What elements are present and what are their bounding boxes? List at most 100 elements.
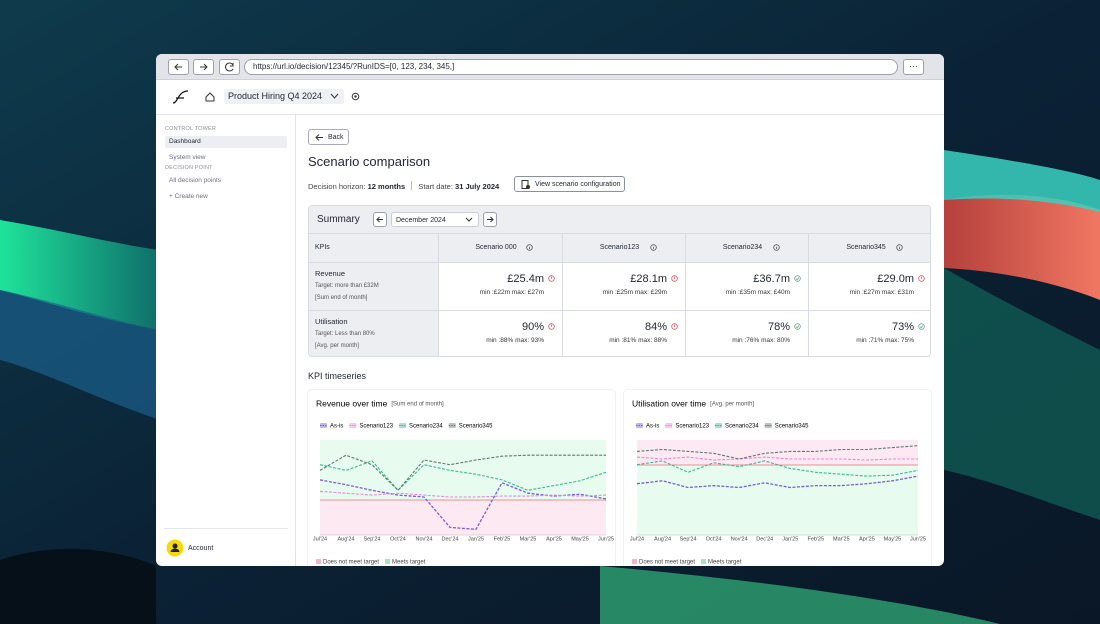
x-tick-label: Dec'24 bbox=[442, 536, 459, 542]
legend-label: Scenario234 bbox=[725, 424, 759, 430]
section-title: CONTROL TOWER bbox=[165, 126, 217, 132]
x-tick-label: Sep'24 bbox=[364, 536, 381, 542]
status-icon bbox=[918, 275, 925, 282]
x-tick-label: Jul'24 bbox=[313, 536, 327, 542]
decision-meta: Decision horizon: 12 months Start date: … bbox=[308, 181, 499, 191]
status-icon bbox=[548, 275, 555, 282]
icon bbox=[376, 216, 383, 223]
icon-ring bbox=[671, 323, 678, 330]
legend-label: Scenario123 bbox=[675, 424, 709, 430]
next-month[interactable] bbox=[483, 212, 497, 227]
kpi-value: 78% bbox=[767, 321, 790, 333]
icon bbox=[487, 216, 494, 223]
start-label: Start date: bbox=[418, 182, 453, 191]
legend-label: Scenario345 bbox=[775, 424, 809, 430]
status-icon bbox=[671, 323, 678, 330]
url-text: https://url.io/decision/12345/?RunIDS=[0… bbox=[253, 62, 455, 71]
chevron bbox=[330, 93, 339, 99]
account-label[interactable]: Account bbox=[188, 545, 214, 552]
nav-item[interactable]: + Create new bbox=[169, 193, 208, 200]
status-icon bbox=[896, 244, 903, 251]
legend-label: Does not meet target bbox=[639, 560, 695, 566]
icon bbox=[225, 62, 234, 72]
x-tick-label: Jul'24 bbox=[630, 536, 644, 542]
status-icon bbox=[671, 275, 678, 282]
x-tick-label: Nov'24 bbox=[416, 536, 433, 542]
summary-title: Summary bbox=[317, 214, 360, 225]
config-button[interactable]: View scenario configuration bbox=[514, 176, 625, 192]
line-chart: Utilisation over time [Avg. per month] Jul… bbox=[630, 398, 926, 566]
project-name: Product Hiring Q4 2024 bbox=[228, 91, 323, 101]
kpi-range: min :£27m max: £31m bbox=[849, 289, 914, 296]
back-nav-button[interactable] bbox=[168, 59, 189, 75]
icon-ring bbox=[671, 275, 678, 282]
x-tick-label: Apr'25 bbox=[546, 536, 562, 542]
project-dropdown[interactable]: Product Hiring Q4 2024 bbox=[224, 89, 344, 104]
x-tick-label: Aug'24 bbox=[338, 536, 355, 542]
kpi-note: [Avg. per month] bbox=[315, 343, 359, 349]
target-region bbox=[320, 440, 606, 500]
series-line bbox=[319, 454, 606, 492]
chart-card: Utilisation over time [Avg. per month] Jul… bbox=[624, 390, 931, 566]
legend-swatch bbox=[316, 559, 321, 564]
icon-glyph bbox=[795, 325, 800, 329]
column-divider bbox=[685, 233, 686, 356]
chart-title: Utilisation over time bbox=[632, 398, 706, 408]
kpi-cell bbox=[309, 310, 438, 356]
legend-label: Meets target bbox=[708, 560, 742, 566]
kpi-range: min :£22m max: £27m bbox=[479, 289, 544, 296]
summary-panel: Summary December 2024 KPIs Scenario 000 Sc… bbox=[308, 205, 931, 357]
status-icon bbox=[794, 323, 801, 330]
x-tick-label: May'25 bbox=[571, 536, 589, 542]
series-line bbox=[636, 445, 919, 460]
chevron bbox=[465, 217, 473, 222]
nav-item[interactable]: System view bbox=[169, 154, 206, 161]
scenario-header: Scenario345 bbox=[846, 244, 886, 251]
main-content: Back Scenario comparison Decision horizo… bbox=[296, 115, 944, 566]
kpi-range: min :71% max: 75% bbox=[856, 337, 914, 344]
settings-icon[interactable] bbox=[351, 92, 360, 101]
home-icon[interactable] bbox=[205, 92, 215, 102]
x-tick-label: Jun'25 bbox=[598, 536, 614, 542]
x-tick-label: Jan'25 bbox=[468, 536, 484, 542]
separator bbox=[411, 181, 413, 190]
icon-glyph bbox=[795, 277, 800, 281]
forward-nav-button[interactable] bbox=[193, 59, 214, 75]
x-tick-label: Feb'25 bbox=[494, 536, 511, 542]
legend-label: Scenario234 bbox=[409, 424, 443, 430]
month-select[interactable]: December 2024 bbox=[391, 212, 479, 227]
nav-item[interactable]: Dashboard bbox=[169, 138, 201, 145]
chart-subtitle: [Avg. per month] bbox=[710, 402, 754, 408]
x-tick-label: Mar'25 bbox=[833, 536, 850, 542]
kpi-target: Target: Less than 80% bbox=[315, 331, 375, 337]
kpi-range: min :81% max: 88% bbox=[609, 337, 667, 344]
status-icon bbox=[548, 323, 555, 330]
kpi-range: min :£25m max: £29m bbox=[602, 289, 667, 296]
legend-swatch bbox=[385, 559, 391, 564]
kpi-value: £29.0m bbox=[877, 273, 914, 285]
browser-window: https://url.io/decision/12345/?RunIDS=[0… bbox=[156, 54, 944, 566]
icon-ring bbox=[918, 275, 925, 282]
kpi-name: Utilisation bbox=[315, 317, 348, 326]
divider bbox=[164, 528, 288, 529]
icon-ring bbox=[896, 244, 903, 251]
status-icon bbox=[649, 244, 657, 251]
nav-item[interactable]: All decision points bbox=[169, 177, 222, 184]
x-tick-label: Mar'25 bbox=[520, 536, 537, 542]
x-tick-label: Apr'25 bbox=[859, 536, 875, 542]
icon-ring bbox=[794, 275, 801, 282]
avatar[interactable] bbox=[166, 539, 184, 557]
scenario-header: Scenario 000 bbox=[475, 244, 517, 251]
horizon-label: Decision horizon: bbox=[308, 182, 366, 191]
reload-button[interactable] bbox=[219, 59, 240, 75]
table-header-row bbox=[309, 233, 930, 262]
url-field[interactable]: https://url.io/decision/12345/?RunIDS=[0… bbox=[244, 59, 898, 75]
prev-month[interactable] bbox=[373, 212, 387, 227]
kpi-target: Target: more than £32M bbox=[315, 283, 379, 289]
menu-button[interactable]: ··· bbox=[903, 59, 924, 75]
logo bbox=[172, 90, 189, 104]
timeseries-title: KPI timeseries bbox=[308, 371, 367, 381]
section-title: DECISION POINT bbox=[165, 165, 213, 171]
x-tick-label: Jan'25 bbox=[782, 536, 798, 542]
back-button[interactable]: Back bbox=[308, 129, 349, 145]
